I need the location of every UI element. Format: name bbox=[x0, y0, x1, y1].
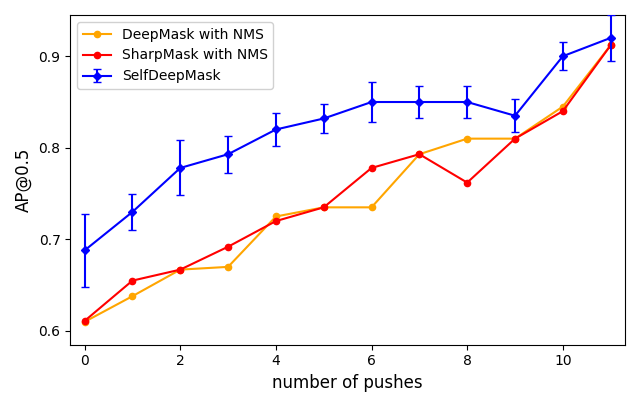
DeepMask with NMS bbox=[607, 43, 614, 48]
SharpMask with NMS bbox=[272, 219, 280, 223]
SharpMask with NMS bbox=[224, 244, 232, 249]
SharpMask with NMS bbox=[415, 152, 423, 157]
SharpMask with NMS bbox=[607, 43, 614, 48]
SharpMask with NMS bbox=[177, 267, 184, 272]
DeepMask with NMS bbox=[177, 267, 184, 272]
SharpMask with NMS bbox=[368, 166, 376, 171]
SharpMask with NMS bbox=[559, 109, 566, 114]
DeepMask with NMS bbox=[129, 294, 136, 299]
DeepMask with NMS bbox=[463, 136, 471, 141]
DeepMask with NMS bbox=[511, 136, 519, 141]
DeepMask with NMS bbox=[224, 265, 232, 269]
SharpMask with NMS bbox=[81, 318, 88, 323]
Legend: DeepMask with NMS, SharpMask with NMS, SelfDeepMask: DeepMask with NMS, SharpMask with NMS, S… bbox=[77, 22, 273, 89]
SharpMask with NMS bbox=[463, 180, 471, 185]
DeepMask with NMS bbox=[559, 104, 566, 109]
Line: SharpMask with NMS: SharpMask with NMS bbox=[81, 42, 614, 324]
DeepMask with NMS bbox=[272, 214, 280, 219]
DeepMask with NMS bbox=[320, 205, 328, 210]
DeepMask with NMS bbox=[368, 205, 376, 210]
SharpMask with NMS bbox=[129, 278, 136, 283]
DeepMask with NMS bbox=[415, 152, 423, 157]
SharpMask with NMS bbox=[320, 205, 328, 210]
Line: DeepMask with NMS: DeepMask with NMS bbox=[81, 42, 614, 325]
X-axis label: number of pushes: number of pushes bbox=[273, 374, 423, 392]
Y-axis label: AP@0.5: AP@0.5 bbox=[15, 148, 33, 212]
SharpMask with NMS bbox=[511, 136, 519, 141]
DeepMask with NMS bbox=[81, 319, 88, 324]
